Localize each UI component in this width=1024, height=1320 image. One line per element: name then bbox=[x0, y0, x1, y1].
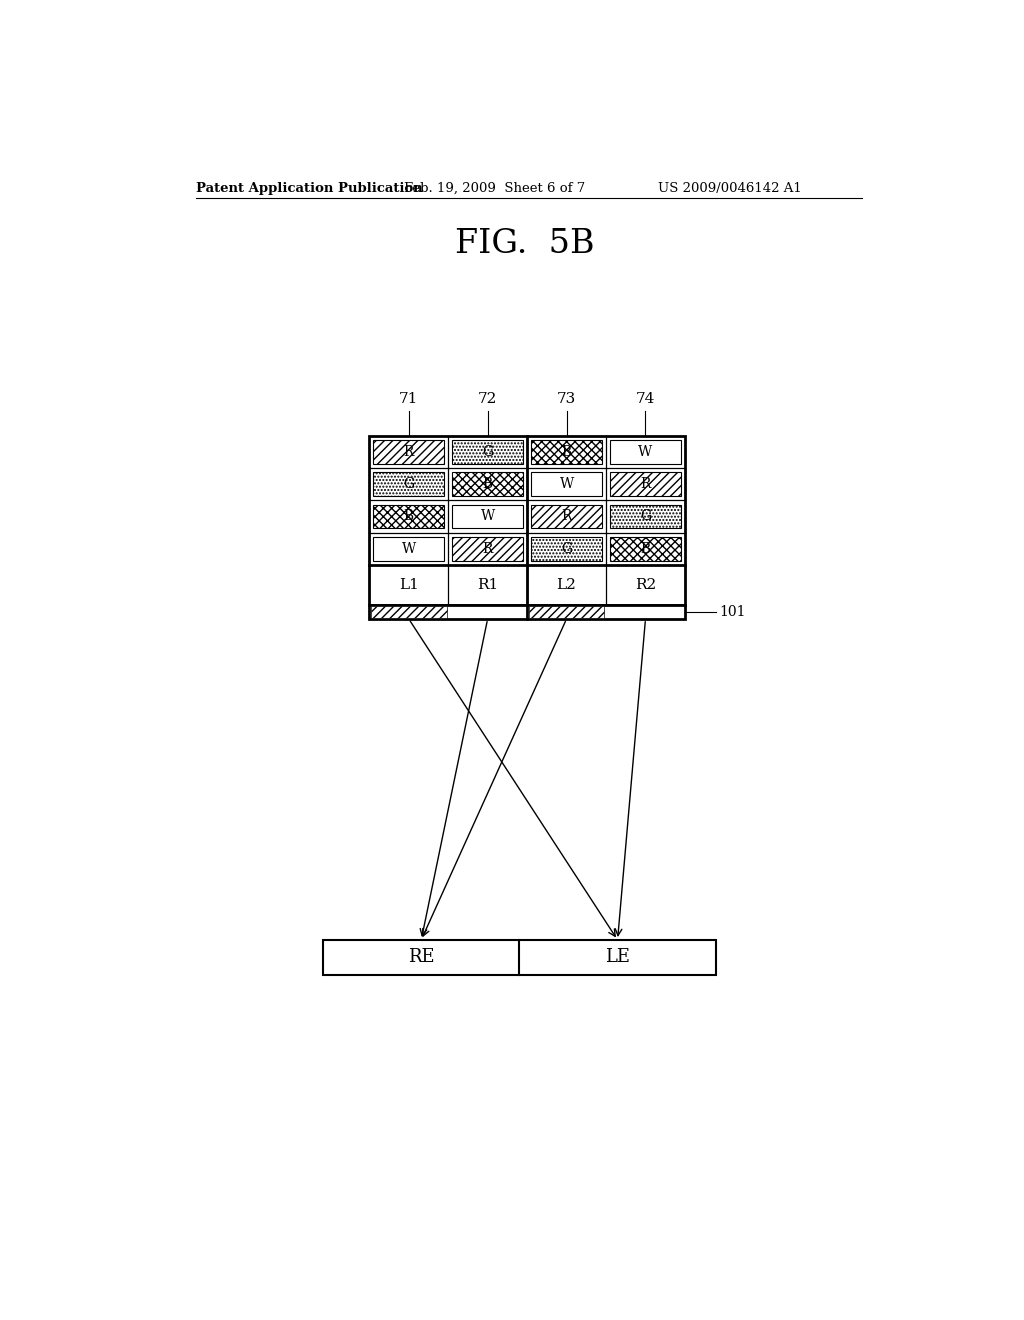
Text: R1: R1 bbox=[477, 578, 499, 591]
Bar bbox=[374, 504, 444, 528]
Bar bbox=[531, 537, 602, 561]
Bar bbox=[610, 473, 681, 496]
Text: Feb. 19, 2009  Sheet 6 of 7: Feb. 19, 2009 Sheet 6 of 7 bbox=[403, 182, 585, 194]
Bar bbox=[610, 504, 681, 528]
Text: LE: LE bbox=[605, 948, 630, 966]
Text: L1: L1 bbox=[398, 578, 419, 591]
Bar bbox=[370, 436, 685, 605]
Text: B: B bbox=[561, 445, 571, 459]
Text: US 2009/0046142 A1: US 2009/0046142 A1 bbox=[658, 182, 802, 194]
Bar bbox=[374, 537, 444, 561]
Text: 73: 73 bbox=[557, 392, 577, 407]
Bar bbox=[374, 440, 444, 463]
Text: W: W bbox=[638, 445, 652, 459]
Bar bbox=[453, 473, 523, 496]
Text: RE: RE bbox=[408, 948, 434, 966]
Text: G: G bbox=[482, 445, 494, 459]
Text: R: R bbox=[482, 541, 493, 556]
Bar bbox=[453, 504, 523, 528]
Bar bbox=[531, 504, 602, 528]
Bar bbox=[453, 537, 523, 561]
Text: B: B bbox=[403, 510, 414, 524]
Text: G: G bbox=[561, 541, 572, 556]
Text: FIG.  5B: FIG. 5B bbox=[455, 227, 595, 260]
Text: R: R bbox=[561, 510, 571, 524]
Text: R: R bbox=[640, 477, 650, 491]
Text: 101: 101 bbox=[720, 605, 746, 619]
Text: 71: 71 bbox=[399, 392, 419, 407]
Bar bbox=[371, 606, 446, 618]
Bar bbox=[323, 940, 716, 974]
Text: L2: L2 bbox=[557, 578, 577, 591]
Text: R2: R2 bbox=[635, 578, 656, 591]
Text: W: W bbox=[401, 541, 416, 556]
Text: W: W bbox=[559, 477, 573, 491]
Text: G: G bbox=[640, 510, 651, 524]
Text: B: B bbox=[640, 541, 650, 556]
Text: 74: 74 bbox=[636, 392, 655, 407]
Bar bbox=[370, 605, 685, 619]
Bar bbox=[531, 473, 602, 496]
Bar bbox=[531, 440, 602, 463]
Text: 72: 72 bbox=[478, 392, 498, 407]
Text: G: G bbox=[403, 477, 415, 491]
Text: B: B bbox=[482, 477, 493, 491]
Bar bbox=[453, 440, 523, 463]
Text: W: W bbox=[480, 510, 495, 524]
Bar bbox=[610, 440, 681, 463]
Text: R: R bbox=[403, 445, 414, 459]
Bar bbox=[528, 606, 604, 618]
Bar bbox=[610, 537, 681, 561]
Bar bbox=[374, 473, 444, 496]
Text: Patent Application Publication: Patent Application Publication bbox=[196, 182, 423, 194]
